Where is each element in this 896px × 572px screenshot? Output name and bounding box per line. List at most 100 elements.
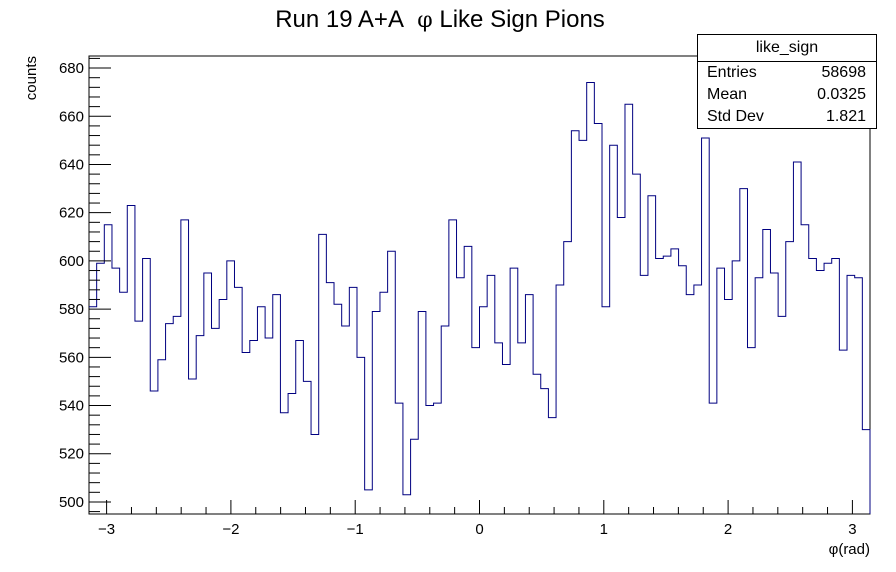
histogram-bin: [602, 307, 610, 514]
histogram-bin: [411, 439, 419, 514]
histogram-bin: [334, 304, 342, 514]
histogram-bin: [127, 205, 135, 514]
stats-entries-value: 58698: [821, 64, 867, 81]
histogram-bin: [839, 350, 847, 514]
histogram-bin: [564, 242, 572, 514]
stats-entries-row: Entries 58698: [698, 62, 876, 84]
histogram-bin: [104, 225, 112, 514]
histogram-bin: [847, 275, 855, 514]
histogram-bin: [212, 328, 220, 514]
histogram-bin: [434, 403, 442, 514]
histogram-bin: [303, 381, 311, 514]
histogram-bin: [120, 292, 128, 514]
stats-std-value: 1.821: [825, 108, 866, 125]
histogram-bin: [671, 249, 679, 514]
y-tick-label: 520: [59, 446, 84, 463]
histogram-bin: [296, 340, 304, 514]
histogram-bin: [548, 418, 556, 514]
histogram-bin: [656, 258, 664, 514]
histogram-bin: [418, 312, 426, 514]
histogram-bin: [855, 278, 863, 514]
histogram-bin: [579, 140, 587, 514]
histogram-bin: [250, 340, 258, 514]
stats-mean-value: 0.0325: [817, 86, 866, 103]
histogram-bin: [472, 348, 480, 514]
histogram-bin: [709, 403, 717, 514]
histogram-bin: [793, 162, 801, 514]
histogram-bin: [173, 316, 181, 514]
histogram-bin: [518, 343, 526, 514]
histogram-bin: [158, 360, 166, 514]
histogram-bin: [495, 343, 503, 514]
histogram-bin: [556, 285, 564, 514]
x-tick-label: 0: [475, 521, 483, 538]
histogram-bin: [319, 234, 327, 514]
histogram-bin: [487, 275, 495, 514]
histogram-bin: [786, 242, 794, 514]
histogram-bin: [533, 374, 541, 514]
y-tick-label: 680: [59, 60, 84, 77]
x-tick-label: −3: [98, 521, 115, 538]
histogram-bin: [679, 266, 687, 514]
histogram-bin: [280, 413, 288, 514]
title-prefix: Run 19 A+A: [275, 6, 404, 33]
histogram-bin: [809, 258, 817, 514]
histogram-bin: [702, 138, 710, 514]
stats-mean-row: Mean 0.0325: [698, 84, 876, 106]
histogram-bin: [648, 196, 656, 514]
histogram-bin: [640, 275, 648, 514]
histogram-bin: [525, 295, 533, 514]
x-tick-label: 3: [848, 521, 856, 538]
x-axis-title: φ(rad): [829, 541, 870, 558]
histogram-bin: [388, 251, 396, 514]
stats-mean-label: Mean: [707, 86, 748, 103]
x-tick-label: −1: [347, 521, 364, 538]
histogram-bin: [449, 220, 457, 514]
x-tick-label: 1: [600, 521, 608, 538]
title-suffix: Like Sign Pions: [439, 6, 605, 33]
histogram-bin: [694, 285, 702, 514]
y-tick-label: 540: [59, 398, 84, 415]
histogram-bin: [625, 104, 633, 514]
histogram-bin: [112, 268, 120, 514]
histogram-bin: [219, 299, 227, 514]
histogram-bin: [732, 261, 740, 514]
histogram-bin: [832, 258, 840, 514]
histogram-bin: [234, 287, 242, 514]
histogram-bin: [480, 307, 488, 514]
histogram-bin: [801, 225, 809, 514]
histogram-bin: [265, 338, 273, 514]
stats-entries-label: Entries: [707, 64, 757, 81]
histogram-bin: [770, 273, 778, 514]
histogram-bin: [403, 495, 411, 514]
histogram-bin: [273, 295, 281, 514]
histogram-bin: [541, 389, 549, 514]
histogram-bin: [257, 307, 265, 514]
chart-title: Run 19 A+A φ Like Sign Pions: [0, 6, 880, 34]
x-tick-label: −2: [222, 521, 239, 538]
histogram-bin: [610, 145, 618, 514]
y-tick-label: 600: [59, 253, 84, 270]
histogram-bin: [380, 292, 388, 514]
y-tick-label: 620: [59, 205, 84, 222]
y-tick-label: 660: [59, 108, 84, 125]
histogram-bin: [594, 123, 602, 514]
histogram-bin: [150, 391, 158, 514]
histogram-bin: [717, 268, 725, 514]
histogram-bin: [181, 220, 189, 514]
histogram-bin: [571, 131, 579, 514]
histogram-bin: [778, 316, 786, 514]
histogram-bin: [395, 403, 403, 514]
histogram-bin: [196, 336, 204, 514]
histogram-bin: [663, 256, 671, 514]
histogram-bin: [763, 230, 771, 514]
y-tick-label: 500: [59, 494, 84, 511]
histogram-bin: [464, 246, 472, 514]
stats-std-row: Std Dev 1.821: [698, 106, 876, 128]
histogram-bin: [242, 352, 250, 514]
histogram-bin: [747, 348, 755, 514]
histogram-bin: [426, 406, 434, 514]
histogram-bin: [97, 263, 105, 514]
histogram-bin: [686, 295, 694, 514]
